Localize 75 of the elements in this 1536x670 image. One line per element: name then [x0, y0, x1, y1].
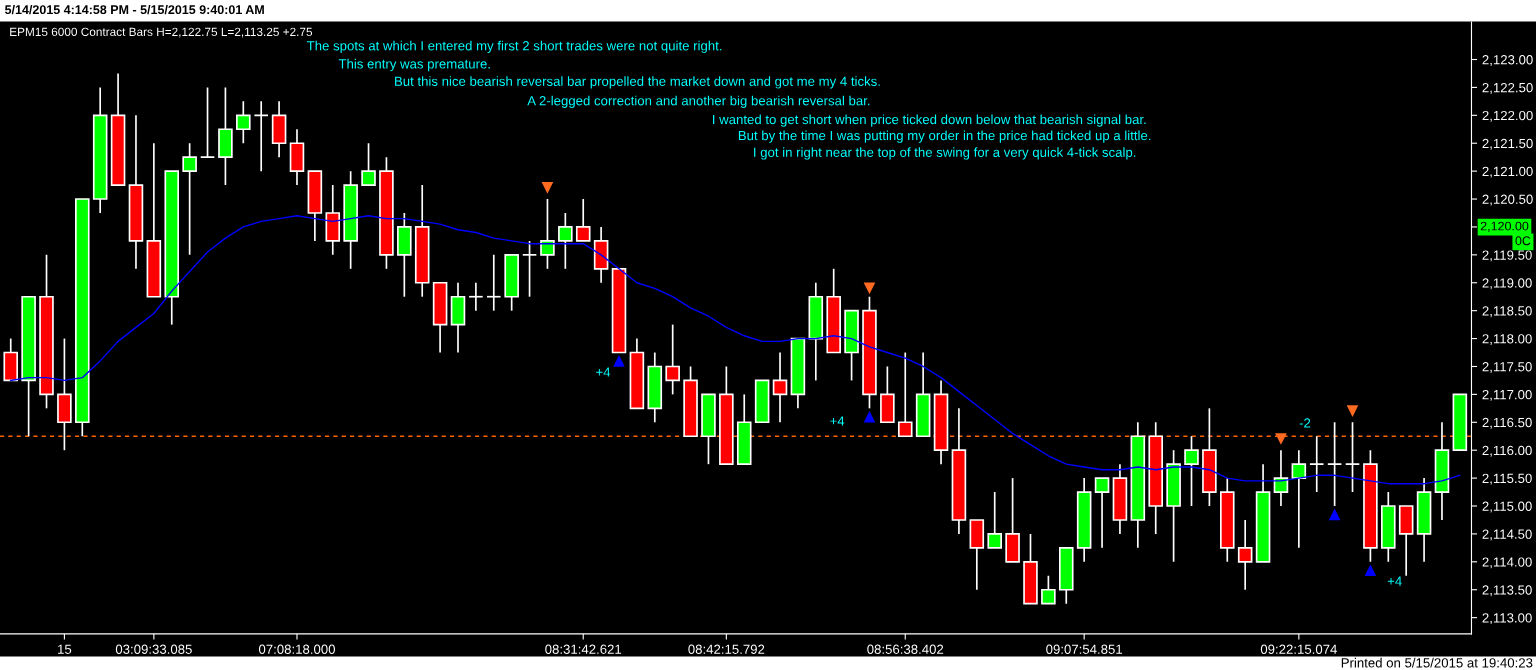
- annotation: A 2-legged correction and another big bearish reversal bar.: [527, 95, 870, 108]
- annotation: +4: [830, 416, 845, 426]
- candlestick: [253, 100, 269, 172]
- candlestick: [1237, 519, 1253, 591]
- y-tick-label: 2,113.50: [1482, 585, 1532, 597]
- candlestick: [558, 212, 573, 270]
- candlestick: [199, 86, 216, 159]
- candlestick: [236, 100, 251, 145]
- candlestick: [540, 198, 555, 270]
- candlestick: [1291, 449, 1307, 549]
- y-tick-label: 2,113.00: [1482, 613, 1532, 625]
- annotation: +4: [596, 367, 611, 377]
- candlestick: [1326, 421, 1343, 507]
- annotation: But by the time I was putting my order in the price had ticked up a little.: [738, 130, 1151, 143]
- text: 2,120.00: [1480, 221, 1529, 232]
- y-tick-label: 2,117.50: [1482, 362, 1532, 373]
- point: [613, 355, 625, 367]
- point: [1275, 433, 1287, 445]
- candlestick: [361, 142, 376, 186]
- y-tick-label: 2,122.50: [1482, 82, 1533, 94]
- candlestick: [897, 351, 913, 438]
- candlestick: [1184, 435, 1199, 507]
- point: [1328, 508, 1341, 521]
- y-tick-label: 2,118.50: [1482, 306, 1532, 318]
- y-tick-label: 2,121.00: [1482, 166, 1533, 178]
- candlestick: [1309, 435, 1325, 493]
- text: Printed on 5/15/2015 at 19:40:23: [1341, 657, 1533, 668]
- candlestick: [1094, 477, 1110, 549]
- text: 0C: [1515, 236, 1531, 246]
- candlestick: [182, 142, 197, 256]
- candlestick: [521, 240, 538, 298]
- x-tick-label: 07:08:18.000: [258, 644, 335, 654]
- x-tick-label: 09:07:54.851: [1046, 644, 1123, 654]
- x-tick-label: 03:09:33.085: [115, 644, 192, 654]
- annotation: This entry was premature.: [338, 58, 490, 72]
- annotation: I wanted to get short when price ticked down below that bearish signal bar.: [713, 114, 1146, 127]
- y-tick-label: 2,114.00: [1482, 557, 1532, 569]
- y-tick-label: 2,115.50: [1482, 473, 1532, 485]
- x-tick-label: 08:56:38.402: [867, 644, 944, 654]
- point: [863, 282, 876, 295]
- candlestick: [1041, 574, 1056, 605]
- chart-title: 5/14/2015 4:14:58 PM - 5/15/2015 9:40:01 AM: [4, 4, 264, 15]
- y-tick-label: 2,120.50: [1482, 194, 1533, 206]
- y-tick-label: 2,121.50: [1482, 138, 1533, 150]
- candlestick: [486, 254, 502, 312]
- chart-subtitle: EPM15 6000 Contract Bars H=2,122.75 L=2,113.25 +2.75: [10, 27, 313, 38]
- y-tick-label: 2,123.00: [1482, 55, 1533, 66]
- point: [1364, 564, 1377, 576]
- y-tick-label: 2,119.50: [1482, 250, 1532, 262]
- y-tick-label: 2,122.00: [1482, 110, 1533, 122]
- y-tick-label: 2,118.00: [1482, 334, 1532, 346]
- x-tick-label: 15: [58, 644, 72, 654]
- y-tick-label: 2,119.00: [1482, 278, 1532, 290]
- x-tick-label: 08:42:15.792: [688, 644, 765, 654]
- candlestick: [1344, 421, 1361, 493]
- x-tick-label: 08:31:42.621: [545, 644, 622, 654]
- candlestick: [575, 198, 591, 242]
- y-tick-label: 2,115.00: [1482, 501, 1532, 513]
- point: [863, 410, 876, 423]
- y-tick-label: 2,116.00: [1482, 445, 1532, 457]
- x-tick-label: 09:22:15.074: [1260, 644, 1337, 654]
- annotation: I got in right near the top of the swing for a very quick 4-tick scalp.: [754, 147, 1136, 160]
- annotation: But this nice bearish reversal bar propelled the market down and got me my 4 ticks.: [395, 76, 880, 89]
- y-tick-label: 2,116.50: [1482, 417, 1532, 429]
- candlestick: [772, 351, 788, 424]
- y-tick-label: 2,114.50: [1482, 529, 1532, 541]
- candlestick: [468, 281, 484, 312]
- annotation: -2: [1299, 418, 1311, 428]
- point: [541, 182, 554, 194]
- annotation: The spots at which I entered my first 2 short trades were not quite right.: [306, 40, 722, 54]
- annotation: +4: [1387, 576, 1402, 586]
- point: [1346, 405, 1359, 417]
- candlestick: [665, 323, 680, 396]
- candlestick: [987, 491, 1002, 549]
- y-tick-label: 2,117.00: [1482, 389, 1532, 401]
